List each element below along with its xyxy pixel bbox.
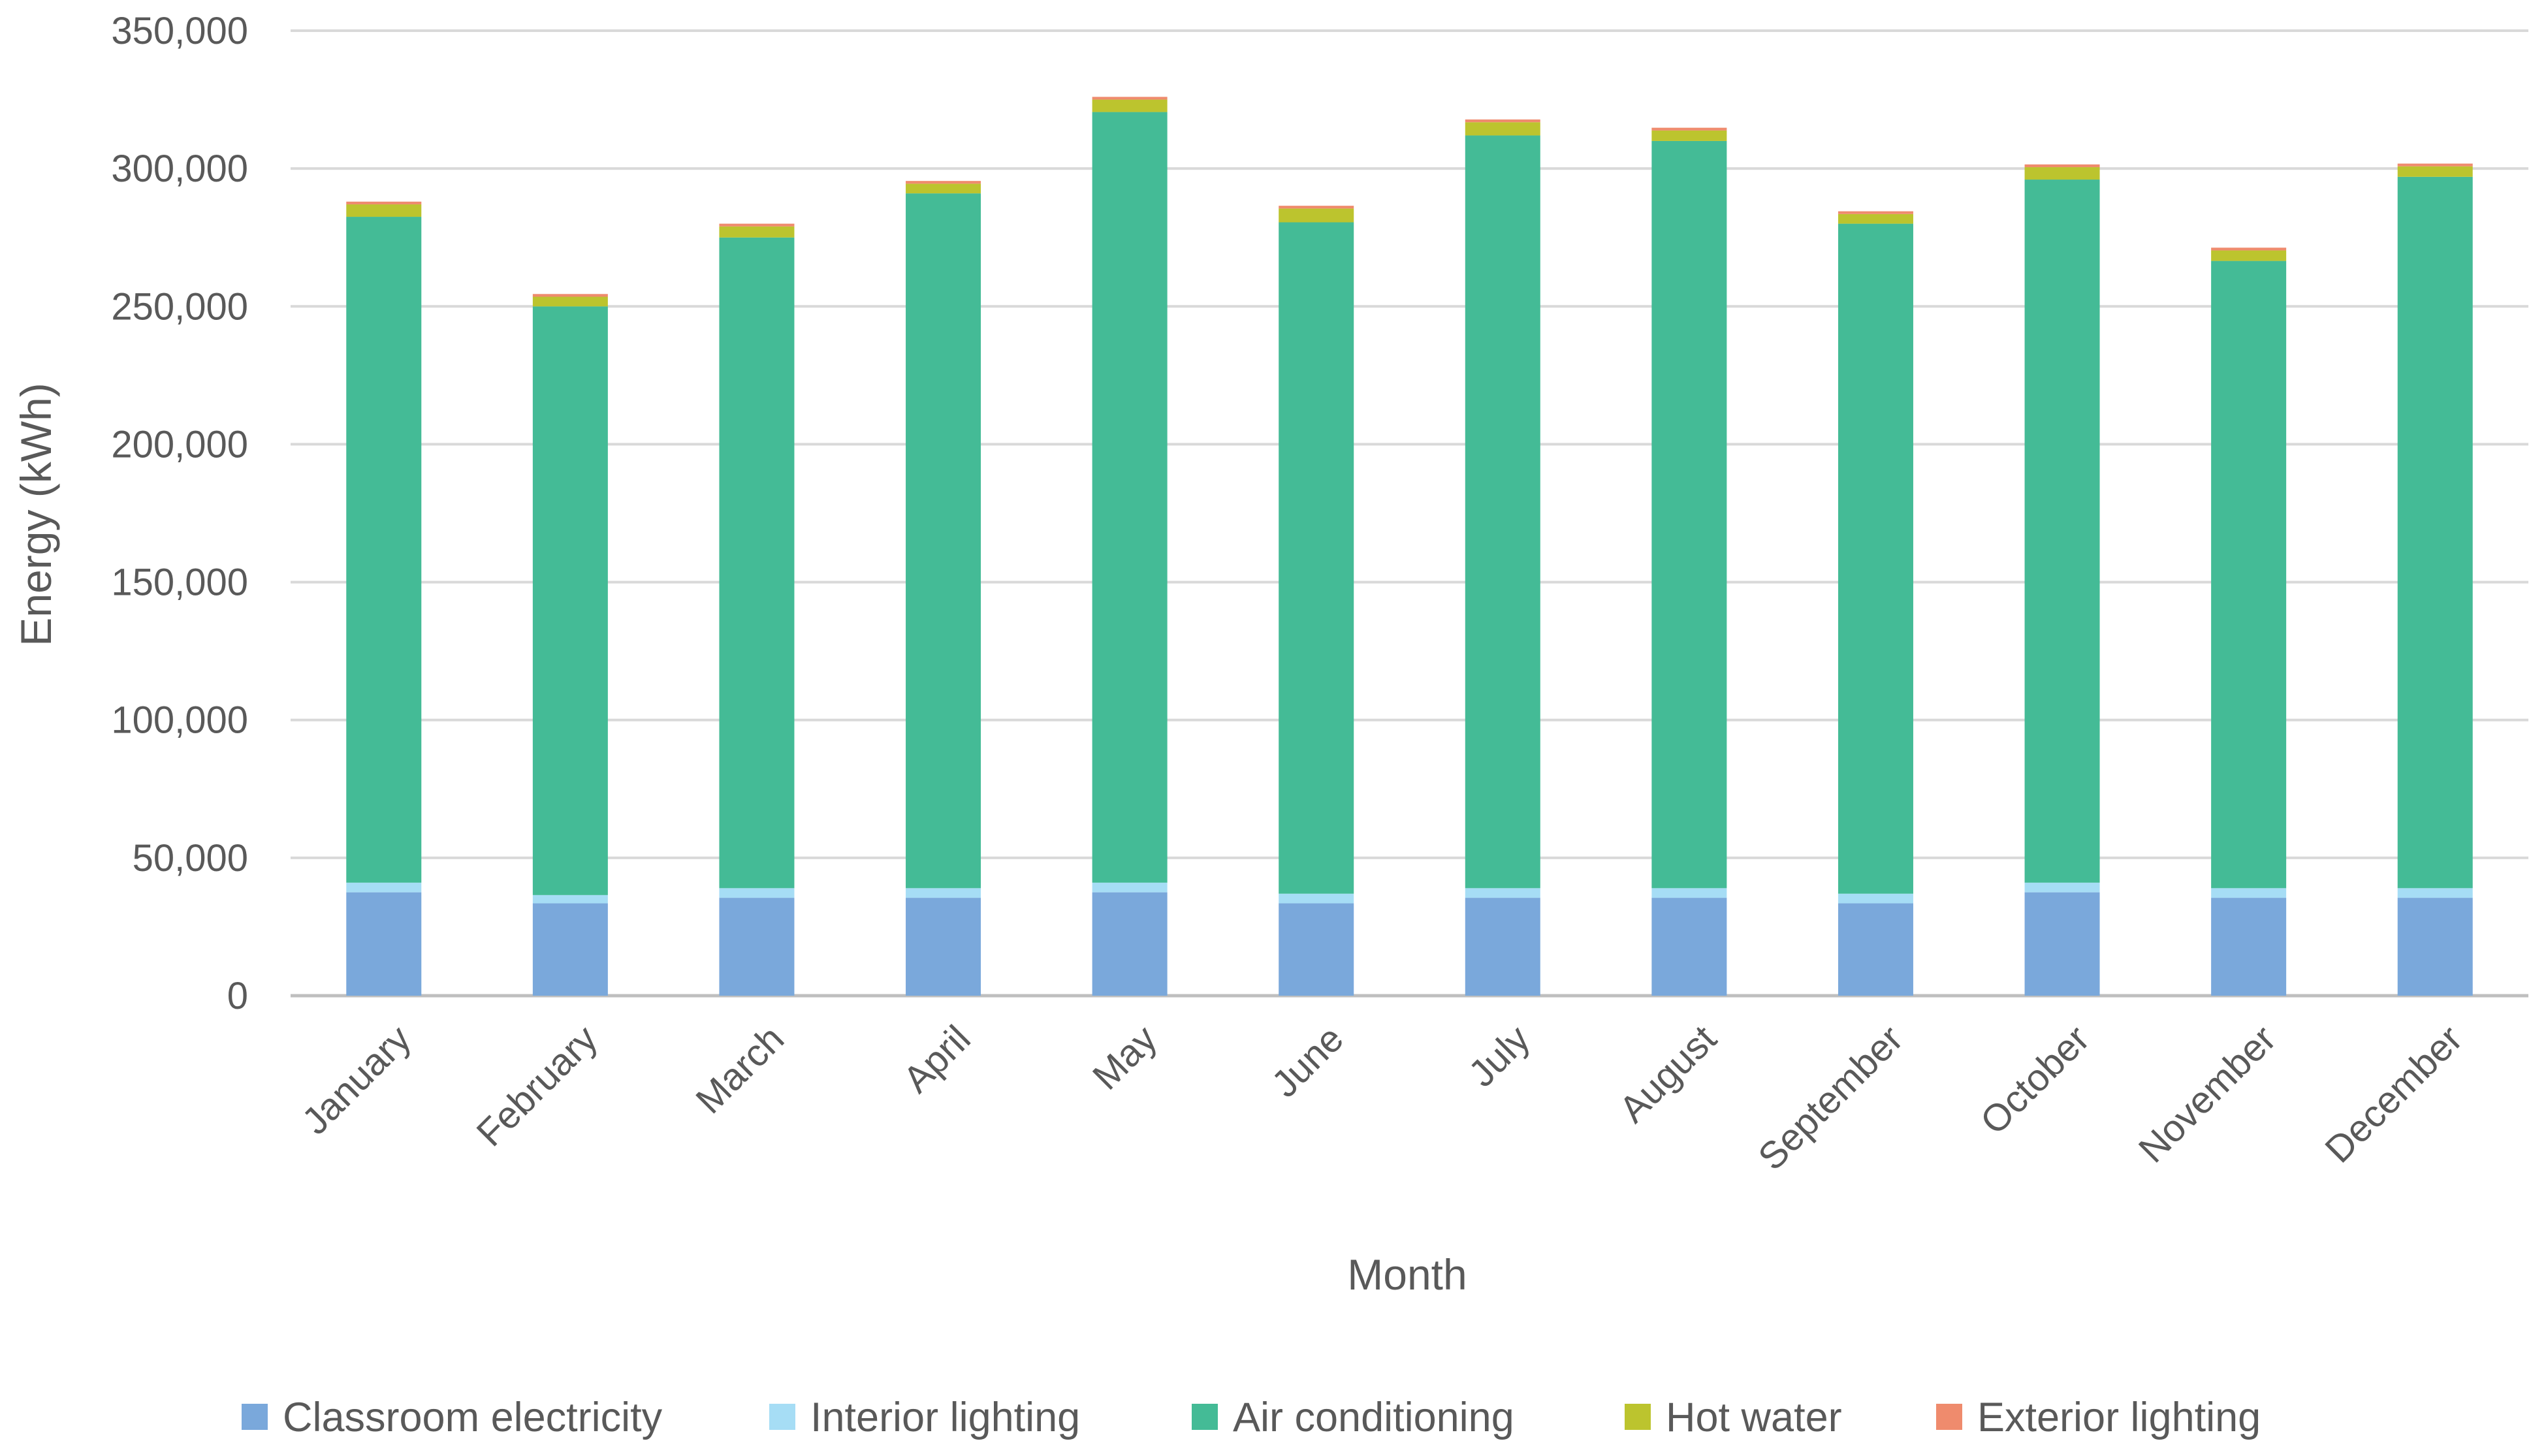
bar-segment [2211,250,2287,261]
bar-segment [1279,893,1354,904]
bar-segment [1838,903,1913,996]
bar-segment [532,296,608,307]
bar-segment [719,888,795,898]
bar-segment [1651,127,1727,131]
y-tick-label: 200,000 [111,423,248,466]
bar-segment [346,217,422,883]
legend-swatch [769,1404,795,1430]
legend-label: Air conditioning [1233,1395,1514,1440]
bar-segment [532,294,608,297]
bar-segment [1465,888,1540,898]
bar-segment [719,237,795,889]
bars [346,97,2473,996]
legend-swatch [1192,1404,1218,1430]
bar-segment [1838,214,1913,224]
x-tick-label: May [1085,1017,1165,1098]
legend-swatch [1625,1404,1651,1430]
y-tick-label: 50,000 [133,837,248,879]
bar-segment [2397,888,2473,898]
bar-segment [906,898,981,996]
bar-segment [1838,211,1913,214]
x-tick-label: March [688,1017,792,1122]
bar-segment [1092,112,1168,883]
bar-segment [2211,888,2287,898]
bar-segment [906,888,981,898]
bar-segment [1465,119,1540,123]
bar-segment [346,204,422,217]
bar-segment [1092,97,1168,100]
y-tick-label: 300,000 [111,148,248,190]
y-axis-title: Energy (kWh) [12,383,60,646]
bar-segment [1092,892,1168,996]
bar-segment [346,892,422,996]
x-tick-label: December [2317,1017,2470,1171]
bar-segment [2397,898,2473,996]
bar-segment [1279,208,1354,223]
y-tick-label: 250,000 [111,285,248,328]
bar-segment [719,898,795,996]
bar-segment [1092,882,1168,893]
x-tick-label: July [1461,1017,1538,1095]
bar-segment [719,226,795,238]
legend-label: Interior lighting [810,1395,1080,1440]
bar-segment [1279,222,1354,894]
bar-segment [1279,903,1354,996]
bar-segment [1465,122,1540,136]
x-tick-label: August [1611,1017,1725,1131]
bar-segment [346,201,422,205]
y-tick-label: 0 [227,975,248,1017]
legend-label: Exterior lighting [1977,1395,2261,1440]
x-tick-label: September [1750,1017,1911,1179]
bar-segment [2024,892,2100,996]
bar-segment [1279,206,1354,209]
legend-swatch [1936,1404,1962,1430]
bar-segment [906,193,981,889]
bar-segment [346,882,422,893]
x-tick-label: October [1972,1017,2097,1143]
y-tick-label: 150,000 [111,562,248,604]
bar-segment [1838,223,1913,894]
bar-segment [2211,247,2287,251]
bar-segment [532,306,608,895]
bar-segment [2211,261,2287,889]
bar-segment [1838,893,1913,904]
bar-segment [1651,130,1727,141]
bar-segment [1651,888,1727,898]
bar-segment [2024,164,2100,168]
bar-segment [2211,898,2287,996]
bar-segment [1465,135,1540,889]
y-tick-label: 350,000 [111,10,248,52]
gridlines [291,29,2528,998]
y-tick-label: 100,000 [111,699,248,742]
y-axis-tick-labels: 0 50,000 100,000 150,000 200,000 250,000 300,0… [111,10,248,1017]
x-tick-label: November [2131,1017,2284,1171]
bar-segment [532,894,608,904]
bar-segment [2024,180,2100,883]
bar-segment [2024,882,2100,893]
x-tick-label: January [294,1017,419,1143]
bar-segment [906,181,981,184]
bar-segment [2397,163,2473,166]
x-axis-tick-labels: January February March April May June July Augu… [294,1017,2470,1179]
legend-swatch [242,1404,268,1430]
bar-segment [906,183,981,194]
legend-label: Classroom electricity [283,1395,663,1440]
bar-segment [2397,176,2473,889]
bar-segment [532,903,608,996]
bar-segment [1092,99,1168,112]
x-axis-title: Month [1347,1250,1467,1299]
bar-segment [1651,898,1727,996]
x-tick-label: June [1264,1017,1352,1105]
legend: Classroom electricity Interior lighting Ai… [242,1395,2261,1440]
x-tick-label: April [895,1017,979,1101]
legend-label: Hot water [1666,1395,1842,1440]
bar-segment [719,223,795,227]
bar-segment [2397,166,2473,177]
bar-segment [1465,898,1540,996]
bar-segment [1651,140,1727,889]
x-tick-label: February [468,1017,605,1154]
bar-segment [2024,167,2100,180]
